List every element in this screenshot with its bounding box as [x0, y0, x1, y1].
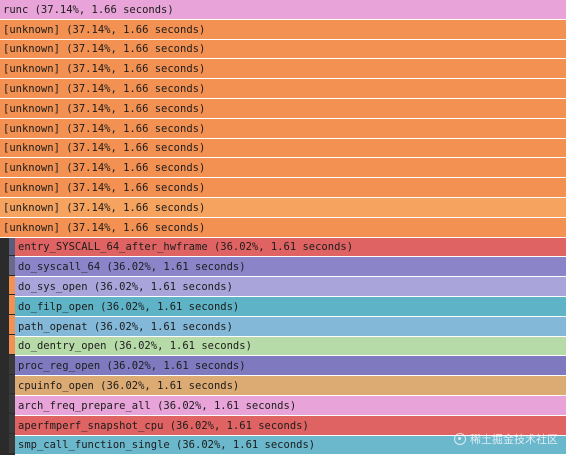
- flame-frame[interactable]: [unknown] (37.14%, 1.66 seconds): [0, 119, 566, 139]
- sibling-frame-strip: [9, 414, 15, 434]
- sibling-frame-strip: [9, 394, 15, 414]
- flame-frame[interactable]: [unknown] (37.14%, 1.66 seconds): [0, 40, 566, 59]
- flame-frame[interactable]: [unknown] (37.14%, 1.66 seconds): [0, 79, 566, 99]
- flame-frame[interactable]: do_filp_open (36.02%, 1.61 seconds): [15, 297, 566, 317]
- flame-frame[interactable]: arch_freq_prepare_all (36.02%, 1.61 seco…: [15, 396, 566, 416]
- sibling-frame-strip: [9, 276, 15, 295]
- flame-frame[interactable]: [unknown] (37.14%, 1.66 seconds): [0, 99, 566, 119]
- watermark-text: 稀土掘金技术社区: [470, 433, 558, 446]
- flame-frame[interactable]: runc (37.14%, 1.66 seconds): [0, 0, 566, 20]
- sibling-frame-strip: [9, 236, 15, 256]
- flame-frame[interactable]: [unknown] (37.14%, 1.66 seconds): [0, 178, 566, 198]
- flame-frame[interactable]: path_openat (36.02%, 1.61 seconds): [15, 317, 566, 337]
- flame-frame[interactable]: [unknown] (37.14%, 1.66 seconds): [0, 158, 566, 178]
- flame-frame[interactable]: [unknown] (37.14%, 1.66 seconds): [0, 139, 566, 158]
- flame-frame[interactable]: entry_SYSCALL_64_after_hwframe (36.02%, …: [15, 238, 566, 257]
- sibling-frame-strip: [9, 256, 15, 276]
- juejin-logo-icon: [454, 433, 466, 445]
- sibling-frame-strip: [9, 434, 15, 454]
- flame-frame[interactable]: [unknown] (37.14%, 1.66 seconds): [0, 198, 566, 218]
- sibling-frame-strip: [9, 375, 15, 394]
- flame-frame[interactable]: aperfmperf_snapshot_cpu (36.02%, 1.61 se…: [15, 416, 566, 436]
- flamegraph-gutter: [0, 236, 15, 455]
- flame-frame[interactable]: [unknown] (37.14%, 1.66 seconds): [0, 218, 566, 238]
- flame-frame[interactable]: do_sys_open (36.02%, 1.61 seconds): [15, 277, 566, 297]
- flame-frame[interactable]: cpuinfo_open (36.02%, 1.61 seconds): [15, 376, 566, 396]
- sibling-frame-strip: [9, 355, 15, 375]
- flame-frame[interactable]: proc_reg_open (36.02%, 1.61 seconds): [15, 356, 566, 376]
- sibling-frame-strip: [9, 335, 15, 355]
- watermark: 稀土掘金技术社区: [454, 431, 558, 447]
- flame-frame[interactable]: do_dentry_open (36.02%, 1.61 seconds): [15, 337, 566, 356]
- flame-frame[interactable]: do_syscall_64 (36.02%, 1.61 seconds): [15, 257, 566, 277]
- flame-frame[interactable]: [unknown] (37.14%, 1.66 seconds): [0, 59, 566, 79]
- flame-frame[interactable]: [unknown] (37.14%, 1.66 seconds): [0, 20, 566, 40]
- sibling-frame-strip: [9, 315, 15, 335]
- sibling-frame-strip: [9, 295, 15, 315]
